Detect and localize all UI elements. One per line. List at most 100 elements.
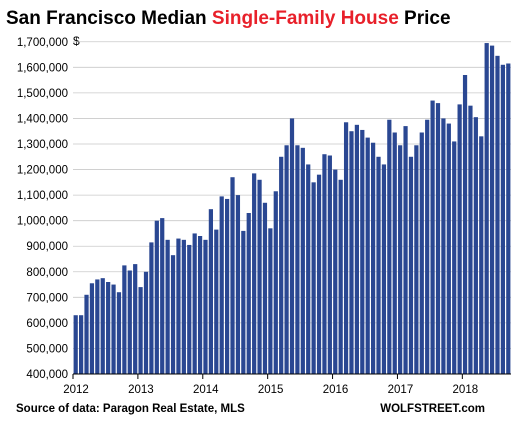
x-tick-label: 2012 [63,384,89,396]
bar [500,64,505,374]
y-tick-label: 1,400,000 [17,113,68,125]
title-part-1: Single-Family House [212,8,399,29]
bar [116,292,122,374]
bar [122,265,127,374]
bar [462,75,468,374]
bar [127,270,132,374]
y-tick-label: 1,000,000 [17,216,68,228]
bar [387,119,392,374]
bar [489,45,495,375]
bar [219,196,224,374]
y-tick-label: 1,300,000 [17,139,68,151]
bar [360,129,365,374]
bar [230,177,235,374]
y-tick-label: 800,000 [26,267,68,279]
y-tick-label: 1,100,000 [17,190,68,202]
bar [435,103,441,375]
bar [300,147,305,374]
x-tick-label: 2013 [128,384,154,396]
bar [381,164,387,374]
source-note: Source of data: Paragon Real Estate, MLS [16,403,245,415]
bar [446,123,451,374]
bar [79,315,84,374]
bar [403,126,408,374]
bar [95,279,100,374]
y-tick-label: 1,500,000 [17,88,68,100]
bar [484,43,489,375]
bar [295,145,300,374]
bar [181,239,186,374]
bar [84,294,89,374]
y-tick-label: 600,000 [26,318,68,330]
bar [138,287,143,374]
bar [289,118,295,374]
title-part-0: San Francisco Median [6,8,212,29]
bar [100,278,105,374]
y-tick-label: 1,600,000 [17,62,68,74]
bar [268,228,273,374]
bar [149,242,154,374]
bar [192,233,197,374]
y-tick-label: 1,700,000 [17,37,68,49]
bar [338,179,343,374]
bar [468,105,473,375]
bar [452,141,457,374]
brand-label: WOLFSTREET.com [380,403,485,415]
y-tick-label: 500,000 [26,343,68,355]
bar [430,100,435,374]
bar [349,131,354,374]
bar [392,132,397,374]
chart-title: San Francisco Median Single-Family House… [6,8,451,29]
bar [316,174,322,374]
bar [252,173,257,374]
bar [197,236,203,374]
bar [425,119,430,374]
bar [176,238,181,374]
bar [214,229,219,374]
bar [408,156,414,374]
bar [306,164,311,374]
bar [225,198,230,374]
bar [365,137,370,374]
bar [322,154,327,374]
bar [208,209,213,374]
bar [376,156,381,374]
x-tick-label: 2015 [258,384,284,396]
bar [143,271,149,374]
bar [170,255,176,374]
x-tick-label: 2014 [193,384,219,396]
bar [154,220,159,374]
bar [354,124,359,374]
bar [106,282,111,374]
x-tick-label: 2016 [323,384,349,396]
y-tick-label: 1,200,000 [17,165,68,177]
bar [279,156,284,374]
bar [506,63,511,374]
bar [284,145,289,374]
bar [441,118,446,374]
y-unit-label: $ [73,34,80,48]
bar [89,283,95,374]
bar [235,195,241,374]
bar [343,122,349,374]
bar [246,213,251,374]
x-tick-label: 2018 [453,384,479,396]
bar [398,145,403,374]
y-tick-label: 900,000 [26,241,68,253]
y-axis-ticks: 400,000 500,000 600,000 700,000 800,000 900,0… [17,37,68,381]
bar [73,315,78,374]
title-part-2: Price [399,8,451,29]
bar [257,179,262,374]
bar [479,136,484,374]
bar [311,182,316,374]
y-tick-label: 400,000 [26,369,68,381]
x-tick-label: 2017 [388,384,414,396]
bar [371,142,376,374]
bar [327,155,332,374]
bar-series [73,43,511,375]
bar [165,239,170,374]
bar [457,104,462,374]
bar [419,132,424,374]
bar [273,191,278,374]
